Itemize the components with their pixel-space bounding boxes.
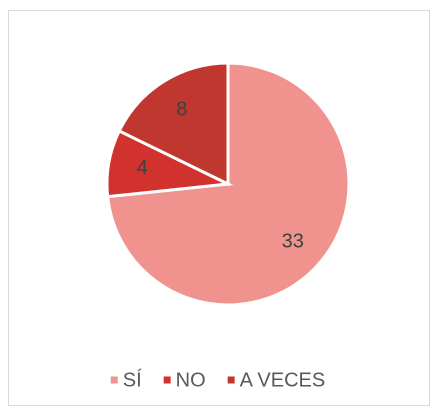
legend-marker xyxy=(227,376,235,384)
data-label: 33 xyxy=(282,231,304,253)
legend-item: SÍ xyxy=(110,368,142,391)
legend-label: A VECES xyxy=(240,369,326,391)
legend-item: A VECES xyxy=(227,369,326,391)
legend-label: SÍ xyxy=(123,368,142,391)
pie: 33 4 8 xyxy=(105,61,351,307)
legend-item: NO xyxy=(163,369,206,391)
data-label: 8 xyxy=(176,98,187,120)
legend-marker xyxy=(110,376,118,384)
pie-slice xyxy=(117,61,230,187)
legend-label: NO xyxy=(176,369,206,391)
legend: SÍ NO A VECES xyxy=(110,368,326,391)
legend-marker xyxy=(163,376,171,384)
data-label: 4 xyxy=(137,157,148,179)
